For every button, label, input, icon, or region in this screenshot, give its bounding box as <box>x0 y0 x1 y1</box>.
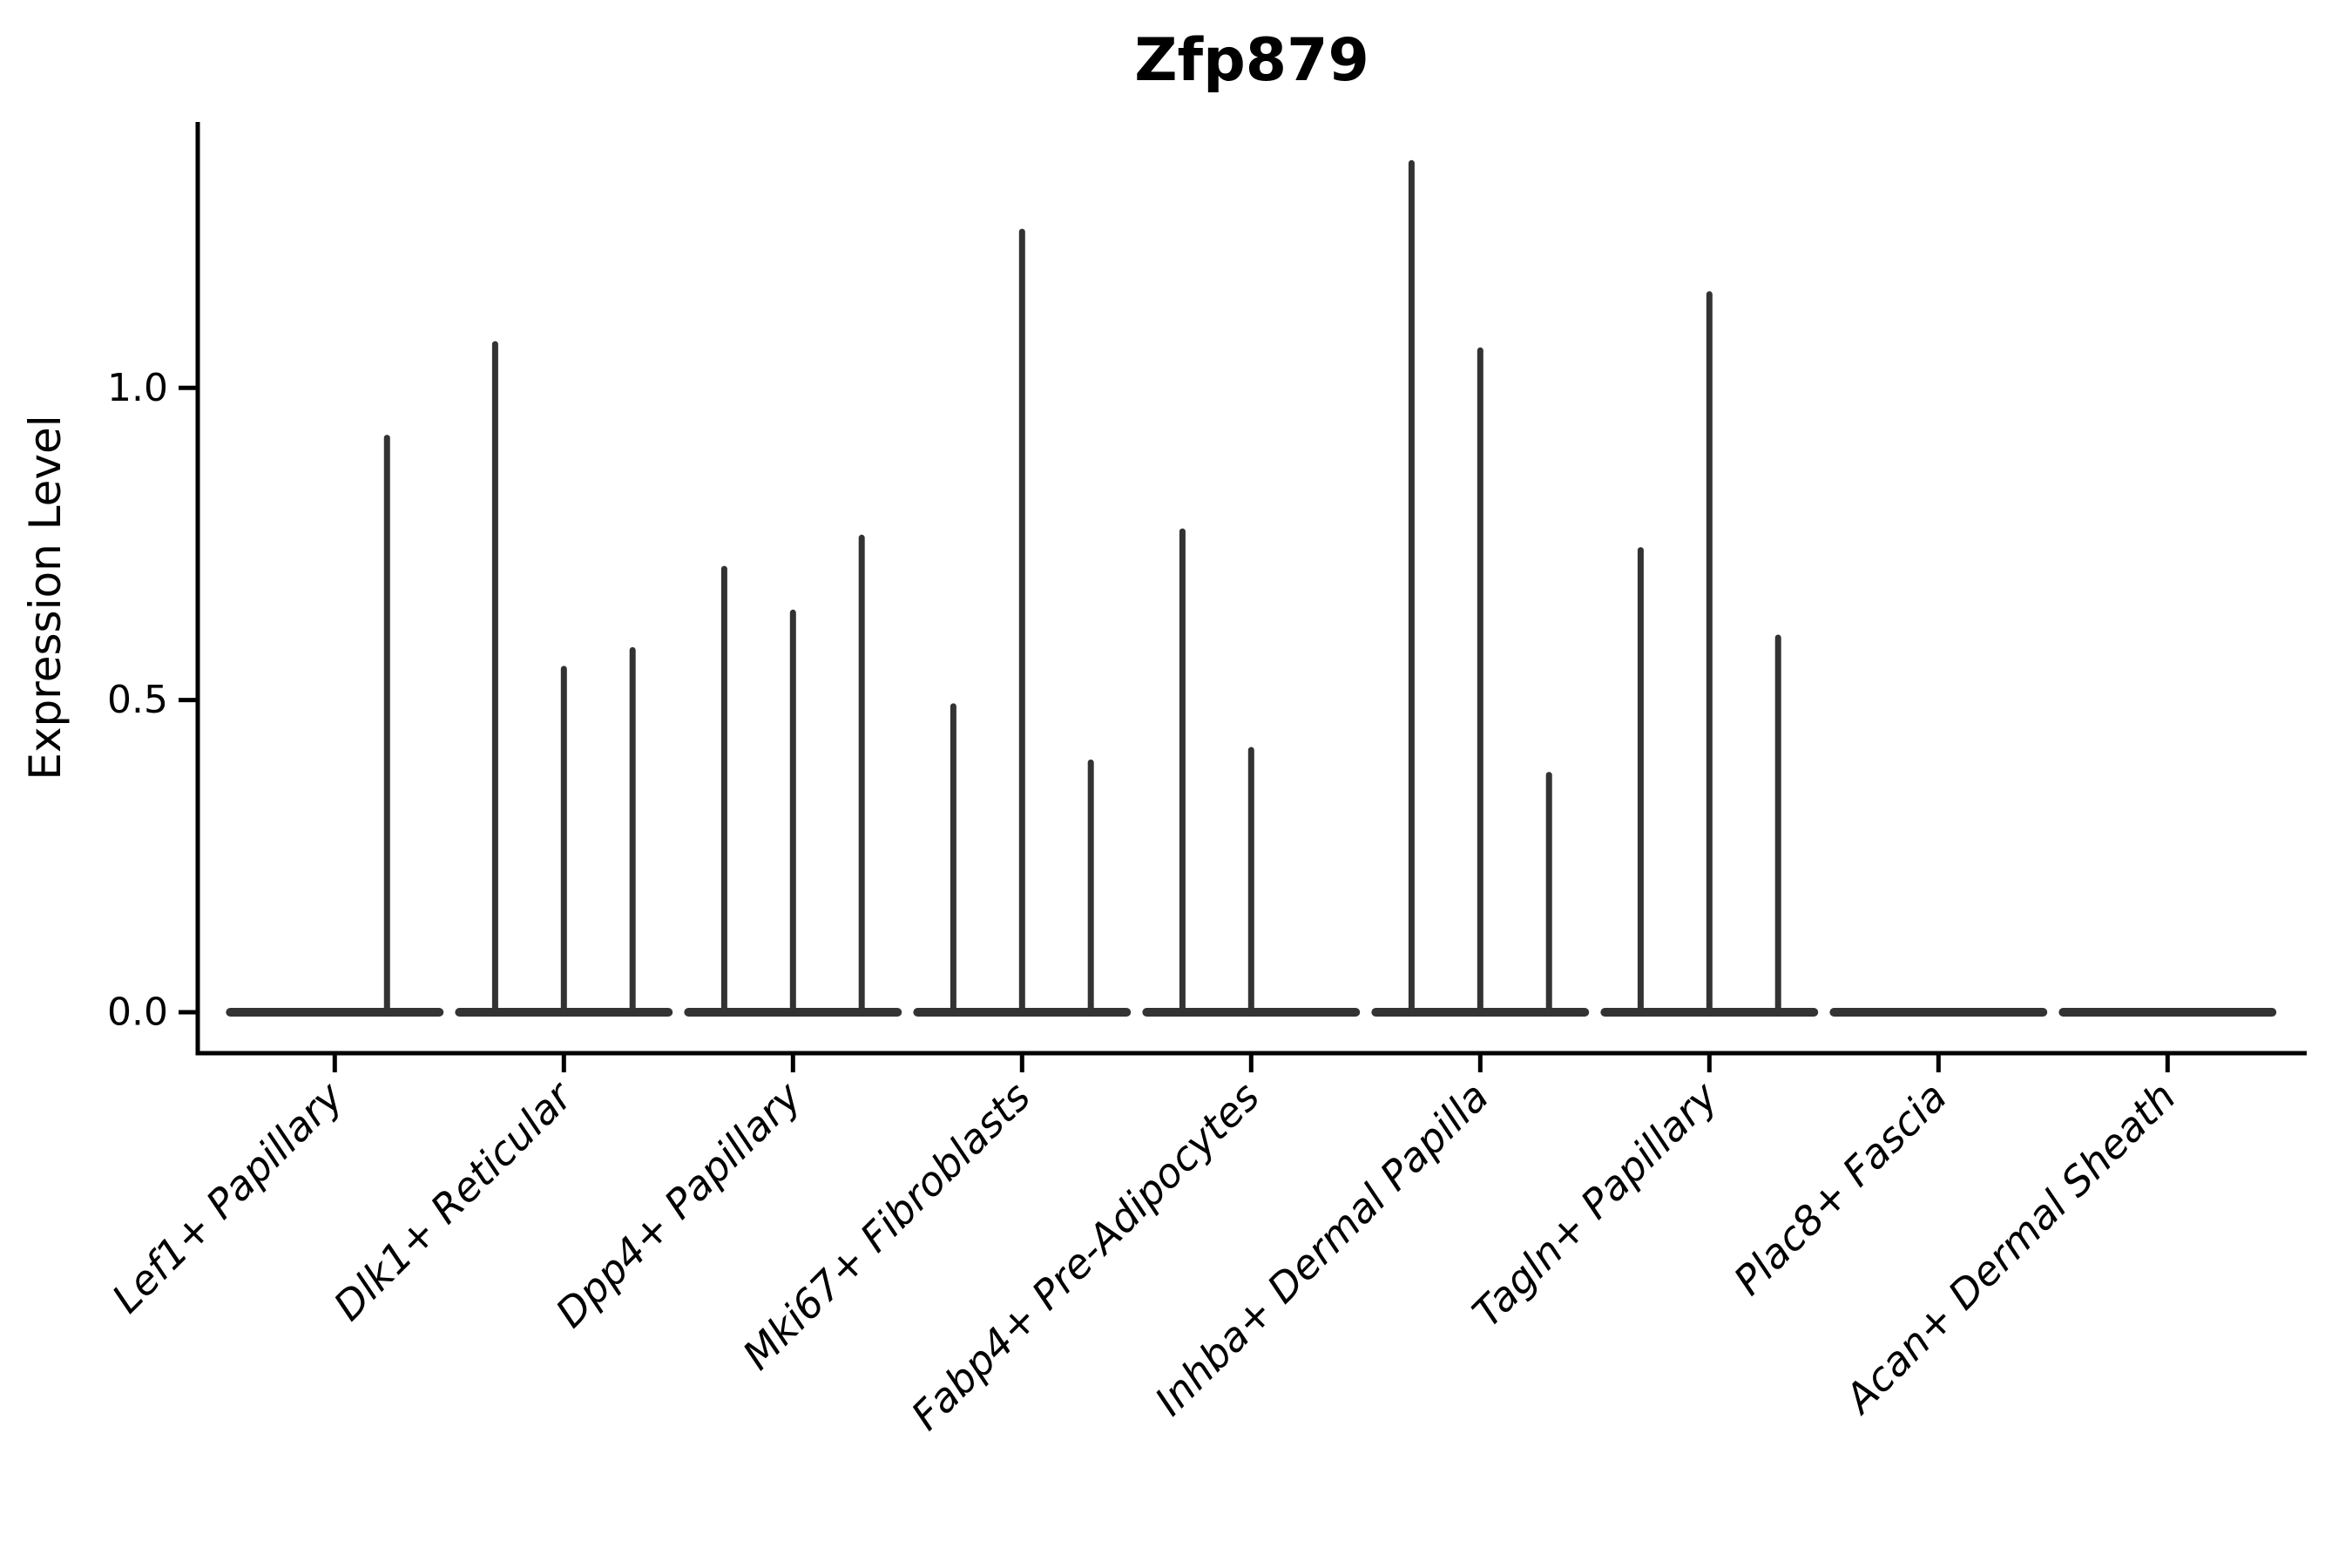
x-tick-label: Dlk1+ Reticular <box>324 1071 583 1329</box>
y-tick-label: 0.5 <box>107 678 168 722</box>
chart-title: Zfp879 <box>1134 26 1369 95</box>
y-tick-label: 0.0 <box>107 990 168 1035</box>
x-tick-label: Dpp4+ Papillary <box>546 1072 810 1336</box>
x-tick-label: Tagln+ Papillary <box>1463 1072 1727 1336</box>
x-tick-label: Plac8+ Fascia <box>1725 1073 1956 1304</box>
y-axis-label: Expression Level <box>20 415 71 781</box>
x-tick-label: Lef1+ Papillary <box>103 1072 352 1321</box>
y-tick-label: 1.0 <box>107 366 168 410</box>
